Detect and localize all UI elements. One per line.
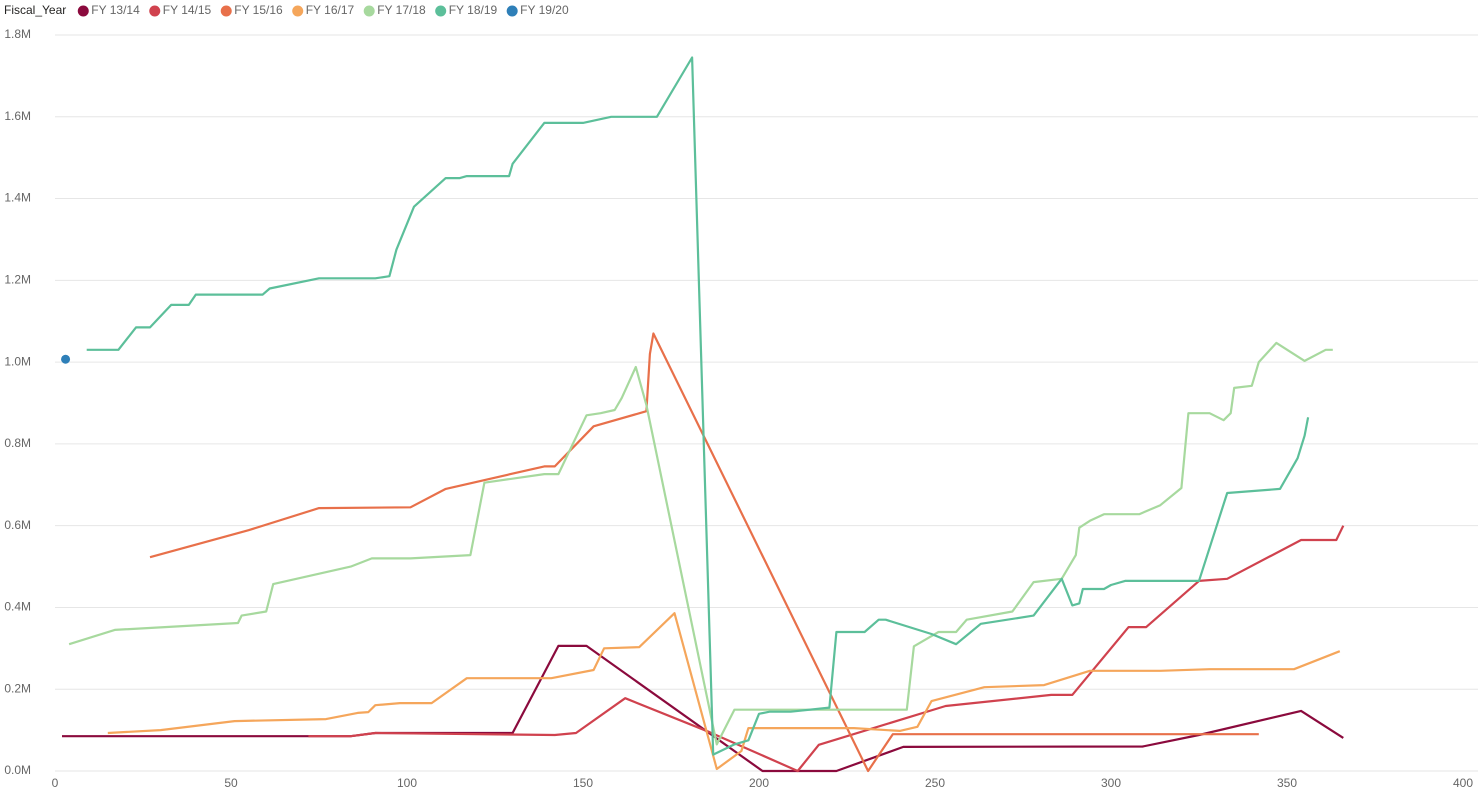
legend-swatch (77, 5, 89, 17)
series-line (62, 644, 1344, 773)
x-tick-label: 0 (52, 776, 59, 790)
y-tick-label: 0.8M (4, 436, 31, 450)
legend-label: FY 18/19 (449, 3, 498, 17)
x-tick-label: 200 (749, 776, 769, 790)
legend-label: FY 17/18 (377, 3, 426, 17)
legend-swatch (435, 5, 447, 17)
data-point (61, 354, 71, 364)
legend-label: FY 19/20 (520, 3, 569, 17)
x-tick-label: 300 (1101, 776, 1121, 790)
legend-swatch (149, 5, 161, 17)
y-tick-label: 1.2M (4, 273, 31, 287)
legend-label: FY 13/14 (91, 3, 140, 17)
legend-swatch (363, 5, 375, 17)
series-line (86, 56, 1310, 756)
y-tick-label: 0.0M (4, 763, 31, 777)
y-tick-label: 0.4M (4, 600, 31, 614)
y-tick-label: 0.2M (4, 681, 31, 695)
y-tick-label: 1.8M (4, 27, 31, 41)
legend-label: FY 16/17 (306, 3, 355, 17)
series-line (149, 332, 1259, 773)
series-line (68, 341, 1333, 746)
legend-title: Fiscal_Year (4, 3, 66, 17)
x-tick-label: 400 (1453, 776, 1473, 790)
legend-swatch (220, 5, 232, 17)
series-line (308, 525, 1345, 773)
y-tick-label: 1.6M (4, 109, 31, 123)
x-tick-label: 100 (397, 776, 417, 790)
legend-swatch (292, 5, 304, 17)
x-tick-label: 250 (925, 776, 945, 790)
y-tick-label: 1.0M (4, 354, 31, 368)
y-tick-label: 1.4M (4, 191, 31, 205)
y-tick-label: 0.6M (4, 518, 31, 532)
legend-label: FY 14/15 (163, 3, 212, 17)
x-tick-label: 350 (1277, 776, 1297, 790)
legend-label: FY 15/16 (234, 3, 283, 17)
x-tick-label: 50 (224, 776, 238, 790)
legend-swatch (506, 5, 518, 17)
x-tick-label: 150 (573, 776, 593, 790)
series-line (107, 612, 1341, 771)
